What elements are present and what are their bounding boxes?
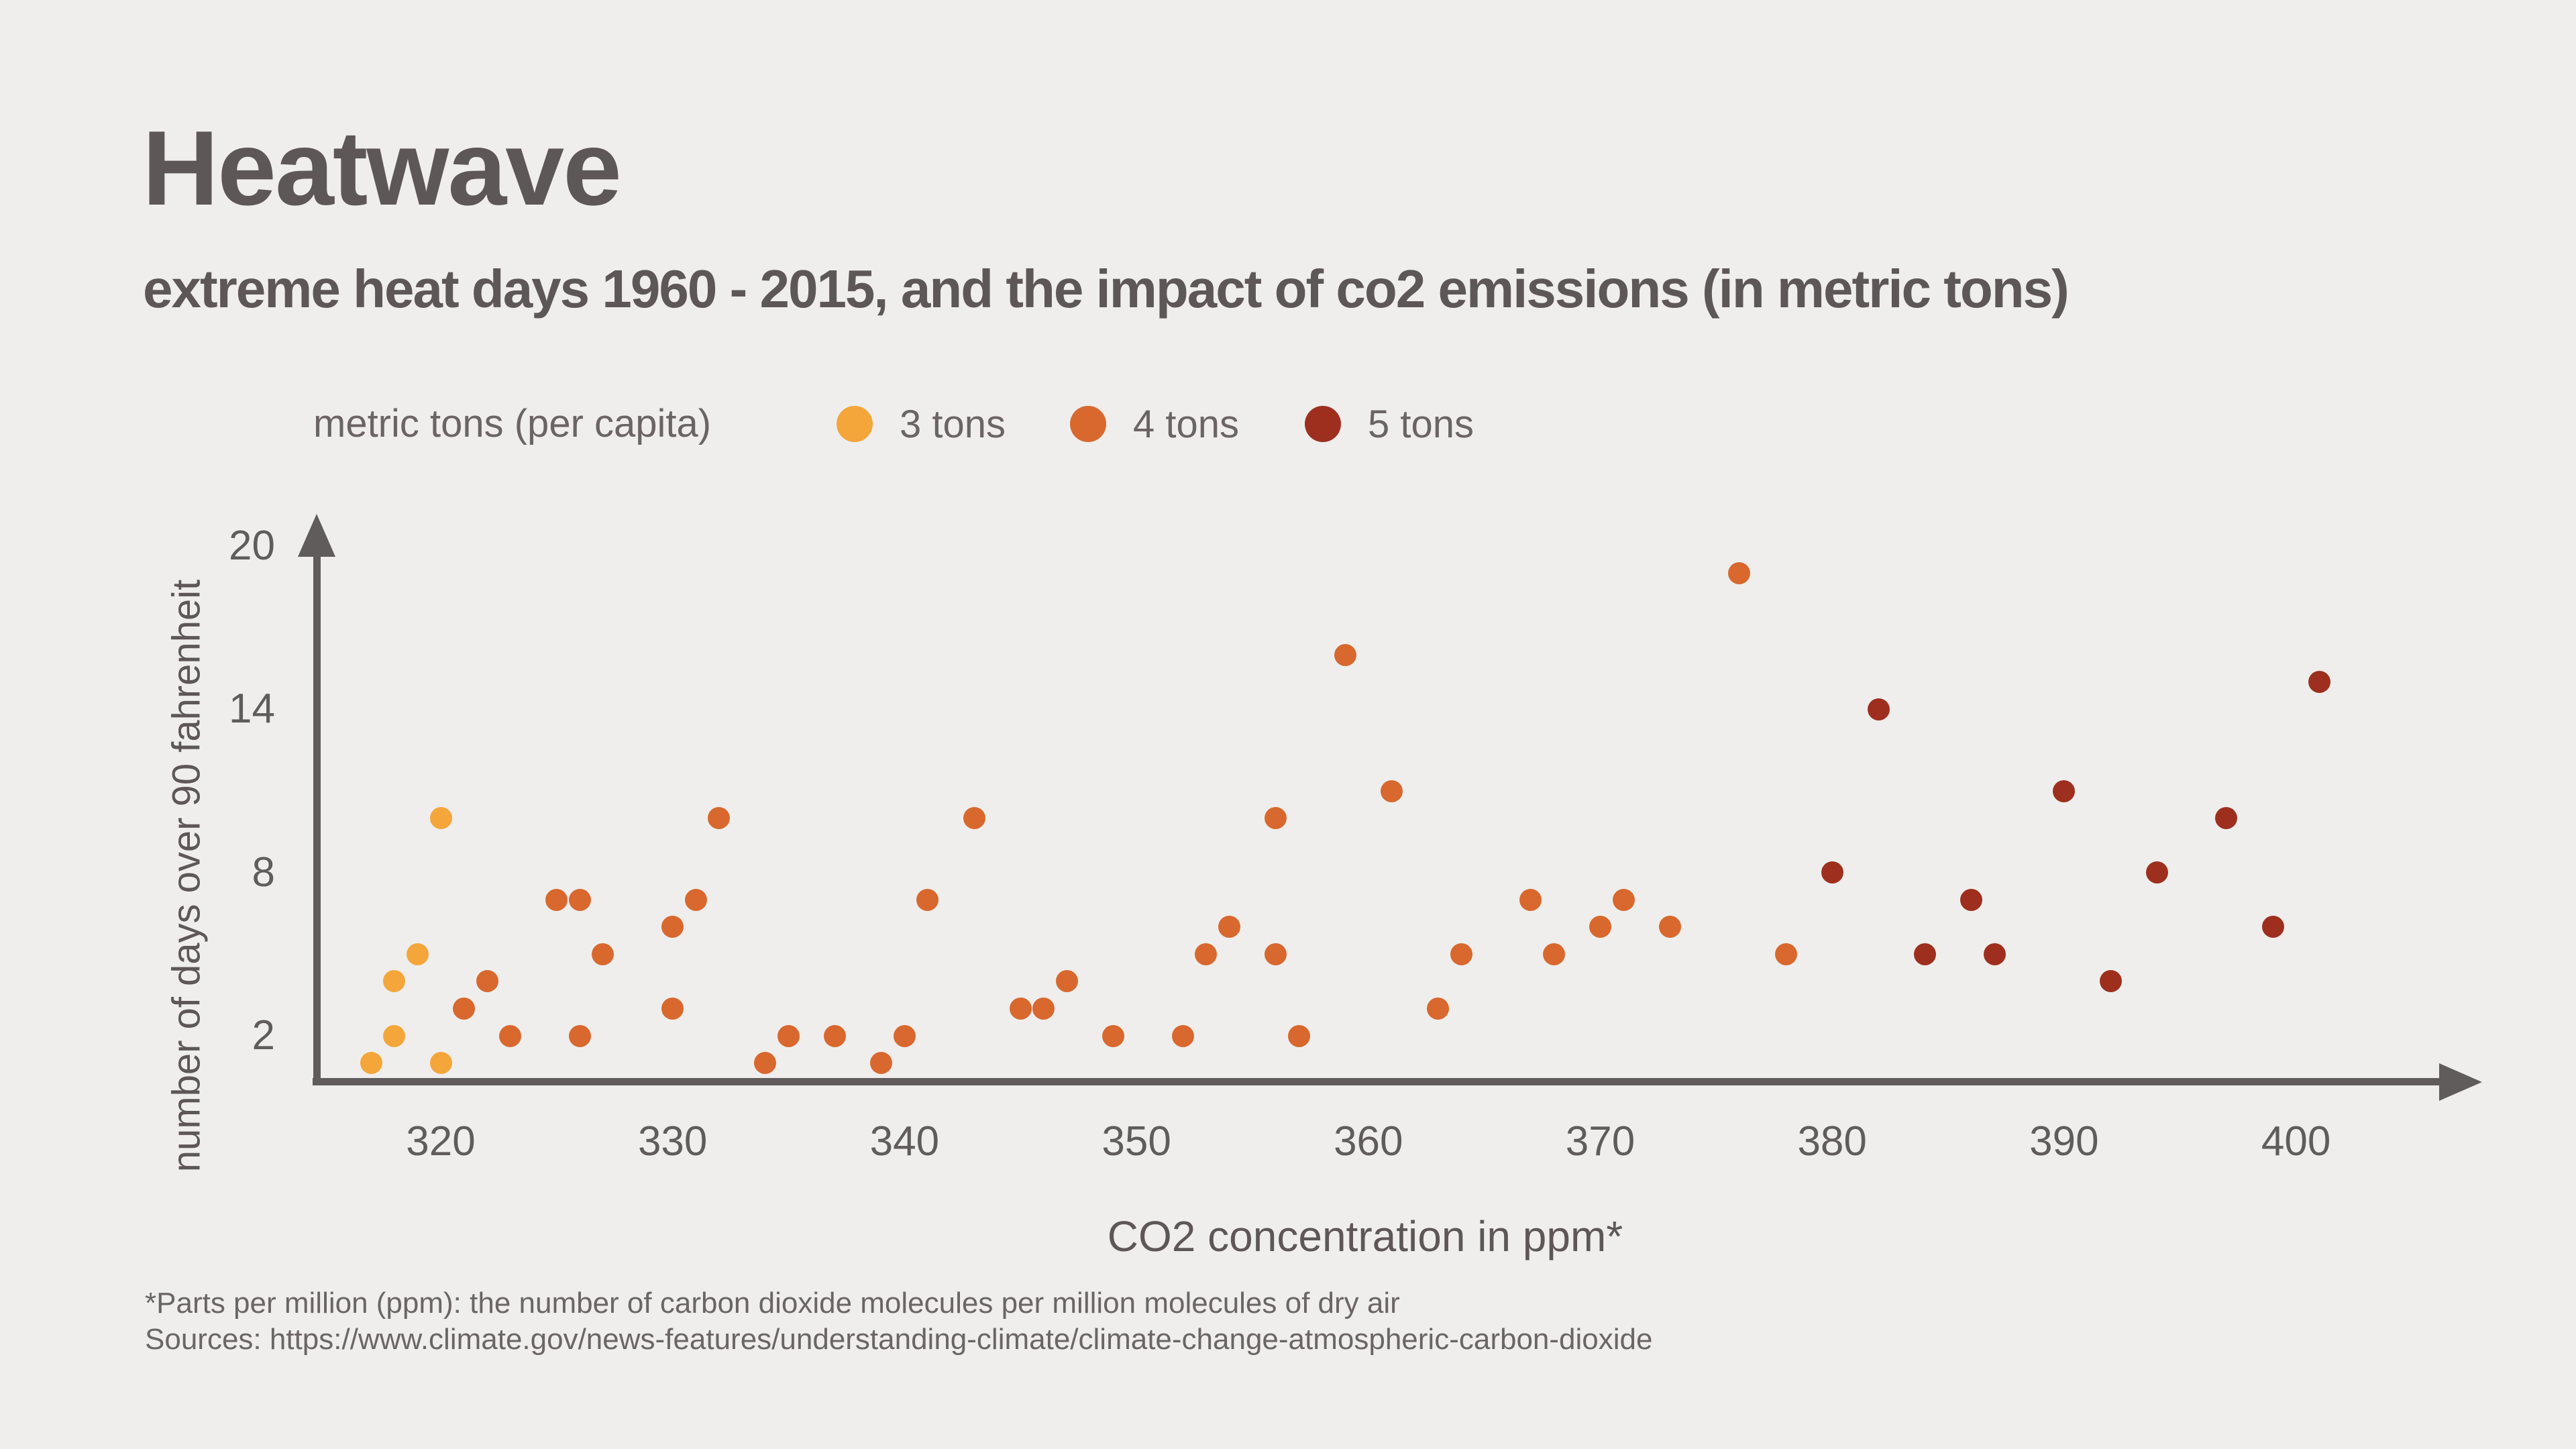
- data-point: [568, 888, 591, 911]
- x-axis-arrow-icon: [2439, 1063, 2482, 1101]
- data-point: [2145, 861, 2168, 884]
- data-point: [2261, 916, 2284, 938]
- data-point: [870, 1052, 893, 1075]
- data-point: [1450, 943, 1472, 965]
- x-tick-label: 370: [1565, 1118, 1635, 1165]
- y-tick-label: 8: [252, 849, 275, 896]
- y-axis-line: [313, 554, 321, 1085]
- data-point: [1287, 1024, 1310, 1047]
- data-point: [1612, 888, 1635, 911]
- page-subtitle: extreme heat days 1960 - 2015, and the i…: [143, 259, 2070, 319]
- legend-swatch-4-tons-icon: [1070, 406, 1106, 442]
- data-point: [453, 997, 476, 1020]
- data-point: [1334, 643, 1356, 666]
- data-point: [1055, 970, 1078, 993]
- legend-swatch-5-tons-icon: [1305, 406, 1341, 442]
- x-tick-label: 350: [1102, 1118, 1171, 1165]
- y-tick-label: 20: [229, 523, 275, 570]
- y-axis-arrow-icon: [298, 514, 335, 557]
- x-tick-label: 390: [2029, 1118, 2099, 1165]
- x-axis-title: CO2 concentration in ppm*: [1107, 1212, 1623, 1260]
- data-point: [2099, 970, 2122, 993]
- footer-note: *Parts per million (ppm): the number of …: [145, 1287, 1400, 1320]
- data-point: [568, 1024, 591, 1047]
- data-point: [1265, 807, 1287, 830]
- data-point: [1032, 997, 1055, 1020]
- data-point: [383, 1024, 406, 1047]
- data-point: [1195, 943, 1218, 965]
- footer: *Parts per million (ppm): the number of …: [145, 1285, 1652, 1358]
- x-tick-label: 330: [637, 1118, 708, 1165]
- y-tick-label: 14: [229, 686, 275, 733]
- x-tick-label: 360: [1334, 1118, 1403, 1165]
- legend-item-4-tons: 4 tons: [1070, 401, 1239, 447]
- y-tick-label: 2: [252, 1012, 275, 1059]
- data-point: [824, 1024, 847, 1047]
- legend-item-3-tons: 3 tons: [837, 401, 1006, 447]
- data-point: [1821, 861, 1843, 884]
- data-point: [2308, 671, 2330, 694]
- data-point: [545, 888, 568, 911]
- data-point: [1867, 698, 1890, 720]
- data-point: [1519, 888, 1542, 911]
- data-point: [1265, 943, 1287, 965]
- x-tick-label: 320: [406, 1118, 476, 1165]
- data-point: [661, 916, 684, 938]
- data-point: [1960, 888, 1983, 911]
- data-point: [1102, 1024, 1125, 1047]
- data-point: [1774, 943, 1797, 965]
- data-point: [499, 1024, 522, 1047]
- data-point: [1728, 562, 1751, 585]
- data-point: [777, 1024, 800, 1047]
- data-point: [2215, 807, 2238, 830]
- data-point: [684, 888, 707, 911]
- page-title: Heatwave: [142, 109, 622, 227]
- data-point: [429, 807, 452, 830]
- legend-swatch-3-tons-icon: [837, 406, 873, 442]
- data-point: [1427, 997, 1449, 1020]
- legend-item-label: 5 tons: [1368, 402, 1474, 446]
- data-point: [661, 997, 684, 1020]
- data-point: [893, 1024, 916, 1047]
- data-point: [963, 807, 985, 830]
- data-point: [1542, 943, 1565, 965]
- x-tick-label: 340: [869, 1118, 940, 1165]
- data-point: [1380, 780, 1403, 802]
- data-point: [2053, 780, 2076, 802]
- data-point: [1913, 943, 1936, 965]
- data-point: [916, 888, 939, 911]
- footer-sources: Sources: https://www.climate.gov/news-fe…: [145, 1323, 1653, 1356]
- data-point: [1218, 916, 1240, 938]
- data-point: [383, 970, 406, 993]
- data-point: [708, 807, 731, 830]
- data-point: [360, 1052, 382, 1075]
- legend-item-5-tons: 5 tons: [1305, 401, 1474, 447]
- legend-item-label: 3 tons: [900, 402, 1006, 446]
- x-axis-line: [313, 1078, 2442, 1085]
- data-point: [592, 943, 614, 965]
- data-point: [406, 943, 429, 965]
- x-tick-label: 400: [2261, 1118, 2331, 1165]
- data-point: [476, 970, 498, 993]
- data-point: [429, 1052, 452, 1075]
- x-tick-label: 380: [1797, 1118, 1867, 1165]
- legend-item-label: 4 tons: [1133, 402, 1239, 446]
- data-point: [1983, 943, 2006, 965]
- data-point: [1171, 1024, 1194, 1047]
- data-point: [754, 1052, 777, 1075]
- data-point: [1658, 916, 1681, 938]
- data-point: [1589, 916, 1611, 938]
- legend-title: metric tons (per capita): [313, 402, 712, 445]
- data-point: [1009, 997, 1032, 1020]
